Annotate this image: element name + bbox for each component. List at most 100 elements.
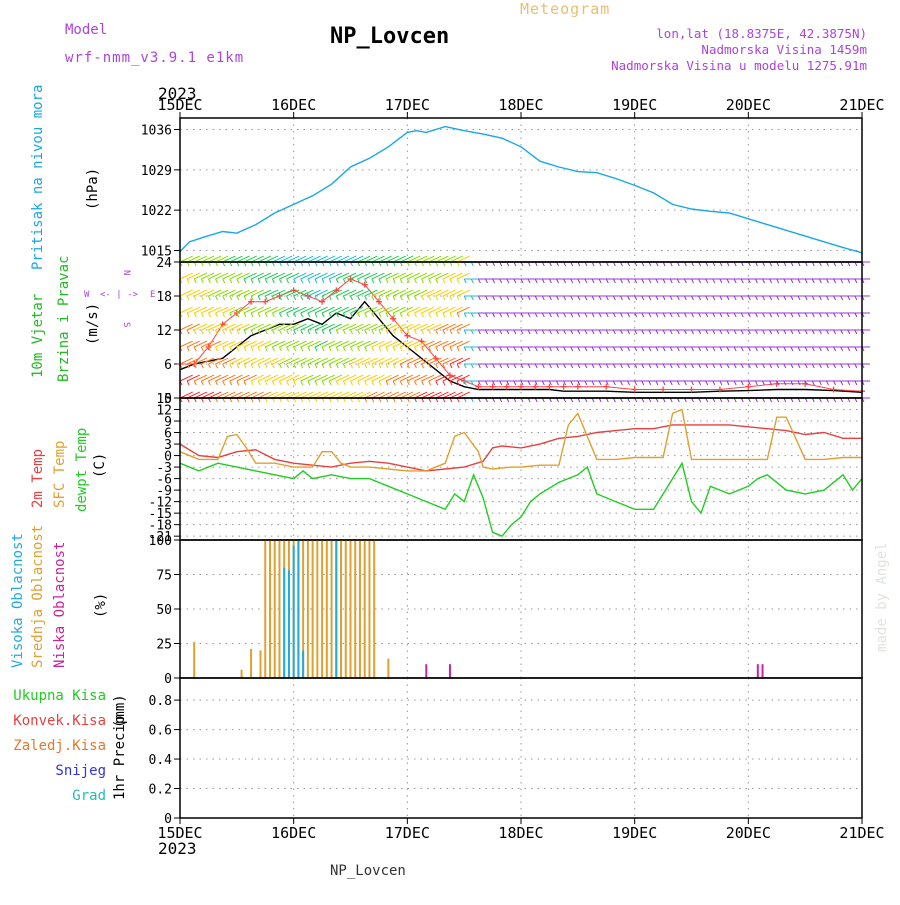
wind-barb-flag <box>222 312 226 318</box>
precip-legend: Ukupna Kisa Konvek.Kisa Zaledj.Kisa Snij… <box>13 688 106 804</box>
wind-barb-flag <box>669 278 673 284</box>
wind-barb-flag <box>797 363 801 369</box>
wind-barb <box>222 357 236 365</box>
wind-barb-flag <box>350 278 353 284</box>
data-point <box>198 470 200 472</box>
wind-barb <box>392 306 407 314</box>
wind-barb-flag <box>762 329 765 335</box>
wind-barb-flag <box>279 295 282 301</box>
wind-barb-flag <box>683 295 687 301</box>
wind-barb <box>343 340 357 348</box>
wind-barb-flag <box>264 346 268 352</box>
wind-barb-flag <box>826 329 829 335</box>
data-point <box>558 482 560 483</box>
wind-barb-flag <box>435 278 439 284</box>
wind-barb-flag <box>733 295 737 301</box>
wind-barb-flag <box>357 295 361 301</box>
data-point <box>520 466 522 468</box>
wind-barb <box>272 357 286 365</box>
wind-barb <box>307 272 321 280</box>
wind-barb-flag <box>506 295 510 301</box>
wind-barb-flag <box>477 346 481 352</box>
y-tick-label: 3 <box>164 438 172 453</box>
wind-barb-flag <box>612 363 616 369</box>
wind-barb-flag <box>811 329 815 335</box>
data-point <box>416 130 418 132</box>
wind-barb-flag <box>804 380 808 386</box>
wind-barb-flag <box>193 346 197 352</box>
wind-barb-flag <box>591 346 595 352</box>
data-point <box>387 462 389 464</box>
wind-barb <box>300 374 314 382</box>
wind-barb-flag <box>257 278 261 284</box>
wind-barb <box>208 391 222 399</box>
wind-barb-flag <box>627 312 631 318</box>
wind-barb-flag <box>350 329 353 335</box>
wind-barb <box>414 306 428 314</box>
wind-barb-flag <box>648 346 652 352</box>
wind-barb-flag <box>293 329 297 335</box>
data-point <box>425 501 427 503</box>
wind-barb <box>385 306 399 314</box>
gust-point <box>489 383 496 390</box>
data-point <box>312 195 314 197</box>
wind-barb <box>300 255 314 263</box>
wind-barb-flag <box>236 380 240 386</box>
wind-barb <box>236 391 250 399</box>
wind-barb-flag <box>236 312 240 318</box>
wind-barb-flag <box>541 312 545 318</box>
y-tick-label: -12 <box>149 496 172 511</box>
wind-barb-flag <box>271 312 275 318</box>
wind-barb <box>336 374 350 382</box>
wind-barb <box>414 289 428 297</box>
wind-barb <box>179 289 193 297</box>
wind-barb-flag <box>321 346 325 352</box>
wind-barb <box>407 340 421 348</box>
wind-barb <box>378 374 392 382</box>
wind-barb-flag <box>740 346 744 352</box>
wind-barb-flag <box>492 380 496 386</box>
wind-barb-flag <box>435 312 439 318</box>
wind-barb <box>456 272 470 280</box>
wind-barb-flag <box>790 312 794 318</box>
data-point <box>369 157 370 159</box>
wind-barb-flag <box>776 278 780 284</box>
wind-barb <box>328 255 343 263</box>
wind-barb <box>193 323 208 331</box>
y-tick-label: 6 <box>164 427 172 442</box>
wind-barb-flag <box>492 278 496 284</box>
wind-barb-flag <box>811 346 815 352</box>
panel-precip: 0 0.2 0.4 0.6 0.8 <box>149 677 863 827</box>
wind-barb <box>435 323 449 331</box>
data-point <box>823 432 825 433</box>
data-point <box>340 462 342 464</box>
wind-barb <box>371 323 385 331</box>
wind-barb-flag <box>612 278 616 284</box>
wind-barb-flag <box>229 278 233 284</box>
wind-barb-flag <box>506 380 510 386</box>
wind-barb-flag <box>754 312 758 318</box>
y-tick-label: 18 <box>156 290 172 305</box>
wind-barb-flag <box>506 312 510 318</box>
wind-barb-flag <box>747 295 751 301</box>
wind-barb-flag <box>222 329 226 335</box>
wind-barb <box>435 391 449 399</box>
gust-point <box>191 361 198 367</box>
data-point <box>842 457 844 458</box>
wind-barb-flag <box>271 363 275 369</box>
wind-barb <box>236 289 250 297</box>
wind-barb <box>293 306 307 314</box>
wind-barb-flag <box>357 329 361 335</box>
wind-barb <box>385 340 399 348</box>
wind-barb-flag <box>676 295 680 301</box>
wind-barb <box>250 306 264 314</box>
data-point <box>700 512 702 514</box>
wind-barb-flag <box>335 278 339 284</box>
wind-barb-flag <box>229 295 233 301</box>
wind-barb <box>321 391 335 399</box>
wind-barb <box>385 357 399 365</box>
wind-barb-flag <box>499 346 503 352</box>
wind-barb-flag <box>669 380 673 386</box>
wind-barb-flag <box>470 278 474 284</box>
wind-barb-flag <box>406 312 410 318</box>
